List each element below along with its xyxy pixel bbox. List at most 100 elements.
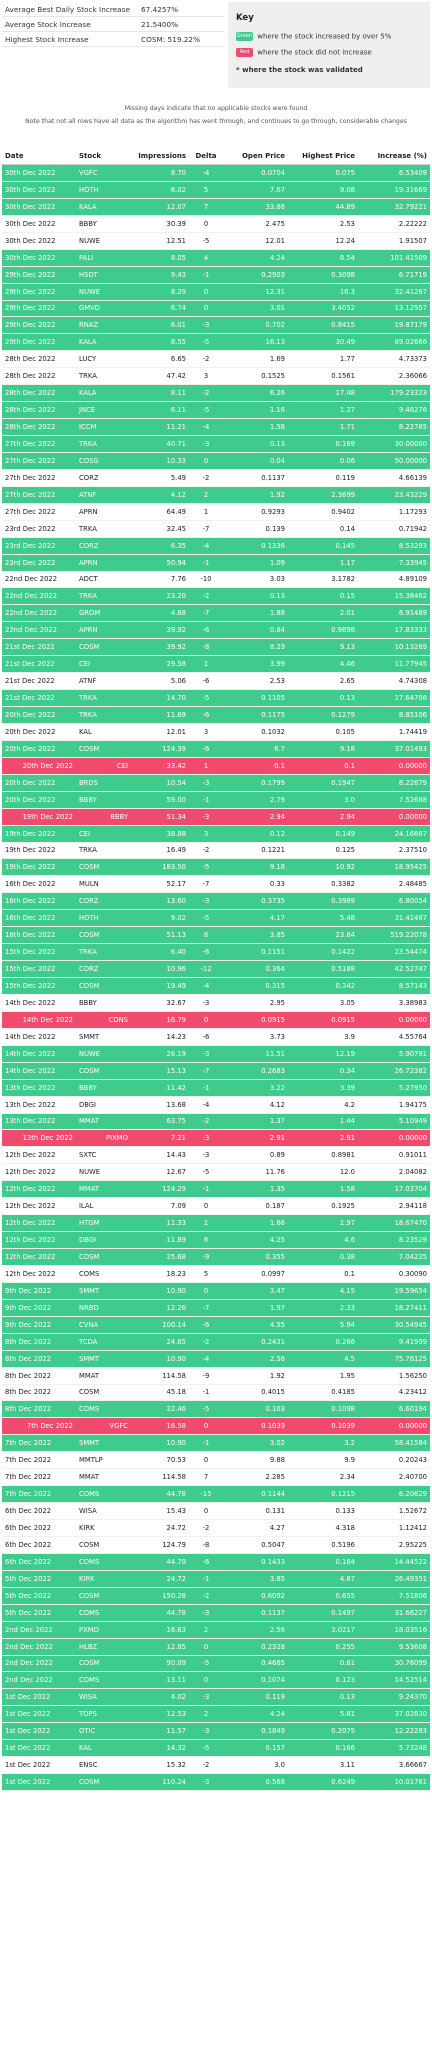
highest-price-cell: 0.149 [288,825,358,843]
date-cell: 2nd Dec 2022 [2,1621,76,1639]
impressions-cell: 51.34 [131,808,189,826]
date-cell: 8th Dec 2022 [2,1333,76,1351]
impressions-cell: 44.78 [131,1485,189,1504]
highest-price-cell: 12.0 [288,1163,358,1182]
impressions-cell: 10.90 [131,1350,189,1368]
increase-cell: 19.31669 [358,181,430,199]
highest-price-cell: 9.18 [288,740,358,758]
delta-cell: -7 [189,875,223,894]
impressions-cell: 7.21 [131,1129,189,1148]
open-price-cell: 0.1336 [223,537,288,555]
impressions-cell: 8.05 [131,249,189,267]
increase-cell: 12.22283 [358,1722,430,1741]
impressions-cell: 114.58 [131,1367,189,1385]
table-row: 12th Dec 2022 MMAT 124.29 -1 1.35 1.58 17.0370… [2,1180,430,1199]
date-cell: 1st Dec 2022 [2,1722,76,1741]
stock-cell: WISA [76,1502,131,1520]
date-cell: 8th Dec 2022 [2,1400,76,1419]
date-cell: 14th Dec 2022 [2,1011,76,1029]
impressions-cell: 18.23 [131,1265,189,1283]
delta-cell: -4 [189,977,223,995]
open-price-cell: 0.1151 [223,943,288,962]
highest-price-cell: 0.169 [288,435,358,453]
date-cell: 30th Dec 2022 [2,215,76,233]
open-price-cell: 8.29 [223,638,288,657]
stock-cell: MMAT [76,1367,131,1385]
delta-cell: 0 [189,283,223,301]
increase-cell: 23.54474 [358,943,430,962]
highest-price-cell: 0.6249 [288,1773,358,1791]
stock-cell: TRKA [76,706,131,724]
table-row: 2nd Dec 2022 COSM 90.09 -5 0.4665 0.61 30.7609… [2,1655,430,1673]
stock-cell: SMMT [76,1028,131,1046]
delta-cell: 7 [189,1468,223,1487]
increase-cell: 75.78125 [358,1350,430,1368]
impressions-cell: 12.07 [131,198,189,216]
header-open-price: Open Price [223,148,288,165]
increase-cell: 8.22785 [358,418,430,436]
stock-cell: TOPS [76,1705,131,1724]
table-row: 15th Dec 2022 CORZ 10.96 -12 0.364 0.5188 42.5… [2,960,430,978]
increase-cell: 8.23529 [358,1231,430,1249]
highest-price-cell: 0.1279 [288,706,358,724]
impressions-cell: 6.11 [131,401,189,420]
impressions-cell: 11.33 [131,1214,189,1233]
highest-price-cell: 30.49 [288,333,358,352]
table-row: 27th Dec 2022 TRKA 40.71 -3 0.13 0.169 30.0000… [2,435,430,453]
increase-cell: 19.59654 [358,1282,430,1300]
impressions-cell: 24.72 [131,1570,189,1588]
highest-price-cell: 1.27 [288,401,358,420]
green-swatch: Green [236,32,253,41]
stock-cell: DBGI [76,1096,131,1114]
open-price-cell: 3.73 [223,1028,288,1046]
table-row: 12th Dec 2022 COSM 25.68 -9 0.355 0.38 7.04225 [2,1248,430,1266]
highest-price-cell: 12.19 [288,1045,358,1063]
stat-label: Average Best Daily Stock Increase [2,2,138,17]
table-row: 30th Dec 2022 PALI 8.05 4 4.24 8.54 101.41509 [2,249,430,267]
stat-value: 21.5400% [138,16,224,32]
open-price-cell: 4.24 [223,249,288,267]
note-algorithm: Note that not all rows have all data as … [25,118,407,125]
highest-price-cell: 0.3098 [288,266,358,284]
table-row: 28th Dec 2022 LUCY 6.65 -2 1.69 1.77 4.73373 [2,350,430,369]
table-row: 16th Dec 2022 COSM 51.13 8 3.85 23.84 519.2207… [2,926,430,945]
date-cell: 23rd Dec 2022 [2,554,76,572]
highest-price-cell: 1.44 [288,1113,358,1131]
impressions-cell: 6.40 [131,943,189,962]
open-price-cell: 0.364 [223,960,288,978]
impressions-cell: 13.60 [131,892,189,911]
date-cell: 22nd Dec 2022 [2,587,76,606]
date-cell: 7th Dec 2022 [2,1468,76,1487]
highest-price-cell: 44.89 [288,198,358,216]
increase-cell: 8.57143 [358,977,430,995]
increase-cell: 6.71719 [358,266,430,284]
table-row: 20th Dec 2022 BRDS 10.54 -3 0.1799 0.1947 8.22… [2,774,430,792]
stock-cell: BBBY [76,791,131,809]
header-increase: Increase (%) [358,148,430,165]
increase-cell: 30.54945 [358,1316,430,1334]
date-cell: 7th Dec 2022 [2,1417,76,1436]
impressions-cell: 11.57 [131,1722,189,1741]
stock-cell: KAL [76,1739,131,1758]
table-row: 22nd Dec 2022 TRKA 23.20 -2 0.13 0.15 15.38462 [2,587,430,606]
table-row: 19th Dec 2022 BBBY 51.34 -3 2.94 2.94 0.00000 [2,808,430,826]
stock-cell: HSDT [76,266,131,284]
highest-price-cell: 0.342 [288,977,358,995]
date-cell: 7th Dec 2022 [2,1485,76,1504]
open-price-cell: 3.22 [223,1079,288,1097]
increase-cell: 18.03516 [358,1621,430,1639]
open-price-cell: 1.92 [223,1367,288,1385]
open-price-cell: 4.25 [223,1231,288,1249]
increase-cell: 5.73248 [358,1739,430,1758]
impressions-cell: 11.69 [131,706,189,724]
delta-cell: 0 [189,1197,223,1216]
delta-cell: -4 [189,1350,223,1368]
highest-price-cell: 0.8415 [288,316,358,335]
delta-cell: -9 [189,1248,223,1266]
table-row: 20th Dec 2022 BBBY 59.00 -1 2.79 3.0 7.52688 [2,791,430,809]
table-row: 6th Dec 2022 COSM 124.79 -8 0.5047 0.5196 2.95… [2,1536,430,1554]
stock-cell: CONS [76,1011,131,1029]
open-price-cell: 11.51 [223,1045,288,1063]
date-cell: 13th Dec 2022 [2,1079,76,1097]
date-cell: 1st Dec 2022 [2,1705,76,1724]
